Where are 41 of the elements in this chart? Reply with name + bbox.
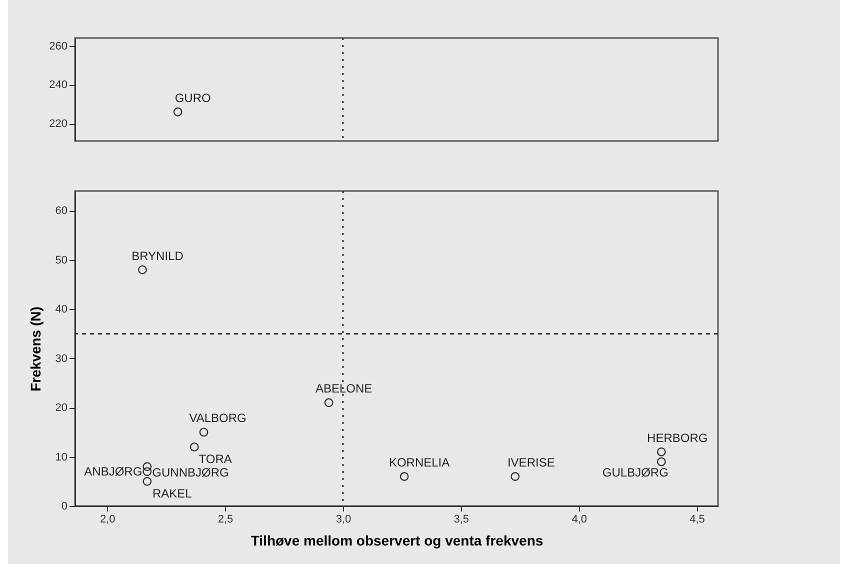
point [142,462,152,472]
annotation: ANBJØRG [84,464,142,479]
annotation: KORNELIA [388,455,450,470]
x-tick-label: 4,0 [572,514,587,526]
y-tick-label: 60 [55,205,68,218]
y-tick-label: 40 [55,304,68,316]
point [510,472,520,481]
y-tick-label: 260 [49,40,68,52]
annotation: GUNNBJØRG [152,466,229,480]
point [656,457,666,466]
y-tick-label: 10 [55,451,68,464]
annotation: VALBORG [189,411,246,426]
point [142,476,152,486]
y-tick-label: 20 [55,402,68,414]
x-axis-title: Tilhøve mellom observert og venta frekvens [250,532,544,548]
point [142,467,152,476]
point [400,472,409,481]
x-tick-label: 2,0 [100,514,116,526]
y-tick-label: 240 [49,79,68,92]
annotation: BRYNILD [132,248,184,263]
point [656,447,666,456]
x-tick-label: 3,5 [454,514,470,526]
y-tick-label: 30 [55,352,68,365]
annotation: GULBJØRG [602,466,668,480]
point [190,442,199,452]
point [138,265,147,274]
annotation: IVERISE [507,455,555,470]
point [199,428,208,437]
annotation: HERBORG [647,430,708,445]
annotation: RAKEL [152,486,192,500]
x-tick-label: 3,0 [336,514,352,526]
annotation: TORA [198,452,232,466]
point [324,398,334,408]
y-tick-label: 220 [49,118,68,130]
x-tick-label: 2,5 [218,514,234,526]
annotation: GURO [174,90,211,105]
y-axis-title: Frekvens (N) [27,306,44,392]
x-tick-label: 4,5 [690,514,705,526]
y-tick-label: 50 [55,254,68,266]
y-tick-label: 0 [61,500,68,512]
annotation: ABELONE [315,382,372,396]
